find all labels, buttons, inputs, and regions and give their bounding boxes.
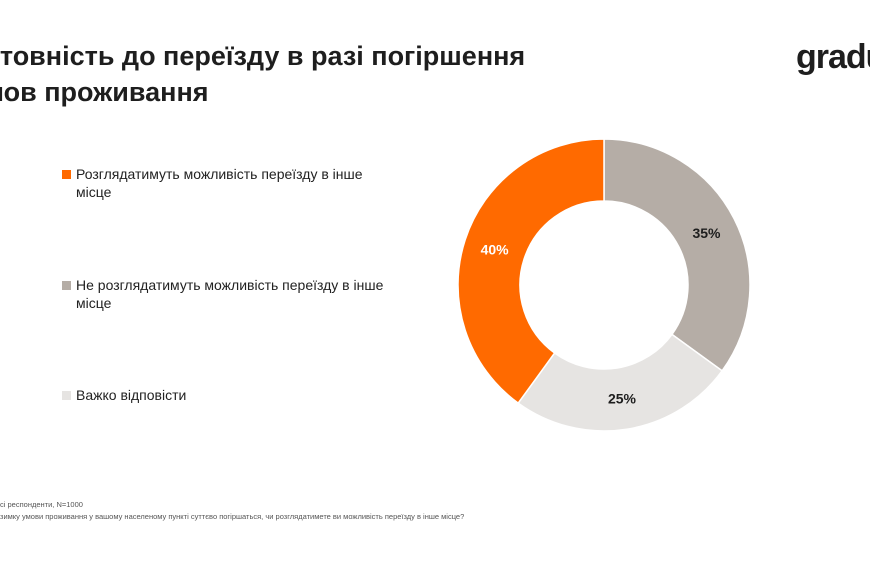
donut-slice-not-consider-moving [603,138,751,372]
legend-swatch-consider-moving [62,170,71,179]
legend-swatch-not-consider-moving [62,281,71,290]
donut-slice-consider-moving [457,138,605,405]
donut-slice-hard-to-answer [517,333,724,432]
legend-label-consider-moving: Розглядатимуть можливість переїзду в інш… [76,166,363,200]
page-title-line-2: мов проживання [0,77,209,107]
footnote-question: зимку умови проживання у вашому населено… [0,512,465,521]
footnote-base: сі респонденти, N=1000 [0,500,83,509]
donut-labels: 35% 25% 40% [481,225,721,407]
data-label-not-consider-moving: 35% [692,225,721,241]
data-label-hard-to-answer: 25% [608,391,637,407]
brand-logo: gradu [796,38,870,76]
legend-label-not-consider-moving: Не розглядатимуть можливість переїзду в … [76,277,384,311]
donut-slices [457,138,751,432]
data-label-consider-moving: 40% [481,241,510,257]
legend-swatch-hard-to-answer [62,391,71,400]
legend-label-hard-to-answer: Важко відповісти [76,387,187,403]
page-title: отовність до переїзду в разі погіршення … [0,38,624,110]
page-title-line-1: отовність до переїзду в разі погіршення [0,41,526,71]
